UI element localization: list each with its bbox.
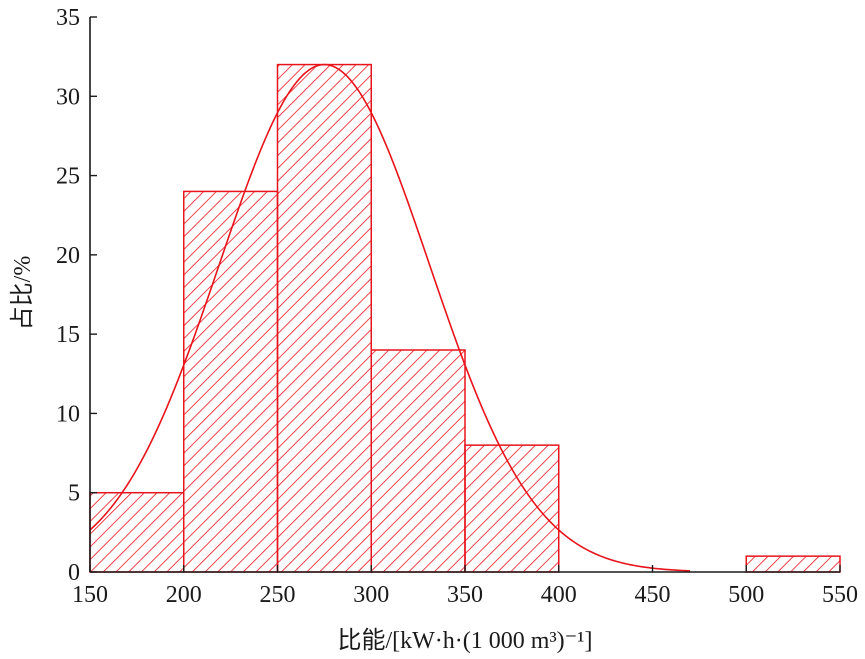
y-axis-title: 占比/%	[9, 256, 36, 331]
normal-fit-curve	[89, 63, 691, 572]
bars-layer	[89, 63, 841, 573]
histogram-bar-500-550	[745, 555, 841, 573]
ticks-layer: 0 5 10 15 20 25 30 35 150 200 250 300 350 400 450 500 55…	[56, 5, 858, 608]
x-tick-label: 150	[72, 582, 108, 608]
y-tick-label: 10	[56, 401, 80, 427]
histogram-bar-350-400	[464, 444, 560, 573]
x-tick-label: 350	[447, 582, 483, 608]
x-axis-title: 比能/[kW·h·(1 000 m³)⁻¹]	[338, 627, 593, 654]
x-tick-label: 500	[728, 582, 764, 608]
y-tick-label: 5	[68, 481, 80, 507]
x-tick-label: 400	[541, 582, 577, 608]
x-tick-label: 550	[822, 582, 858, 608]
y-tick-label: 25	[56, 164, 80, 190]
histogram-bar-150-200	[89, 491, 185, 573]
histogram-bar-300-350	[370, 349, 466, 573]
x-tick-label: 450	[635, 582, 671, 608]
y-tick-label: 0	[68, 560, 80, 586]
y-tick-label: 30	[56, 84, 80, 110]
y-tick-label: 20	[56, 243, 80, 269]
x-tick-label: 250	[260, 582, 296, 608]
x-tick-label: 300	[353, 582, 389, 608]
curve-layer	[89, 63, 691, 572]
y-tick-label: 35	[56, 5, 80, 31]
histogram-bar-200-250	[183, 190, 279, 573]
y-tick-label: 15	[56, 322, 80, 348]
x-tick-label: 200	[166, 582, 202, 608]
histogram-bar-250-300	[276, 63, 372, 573]
